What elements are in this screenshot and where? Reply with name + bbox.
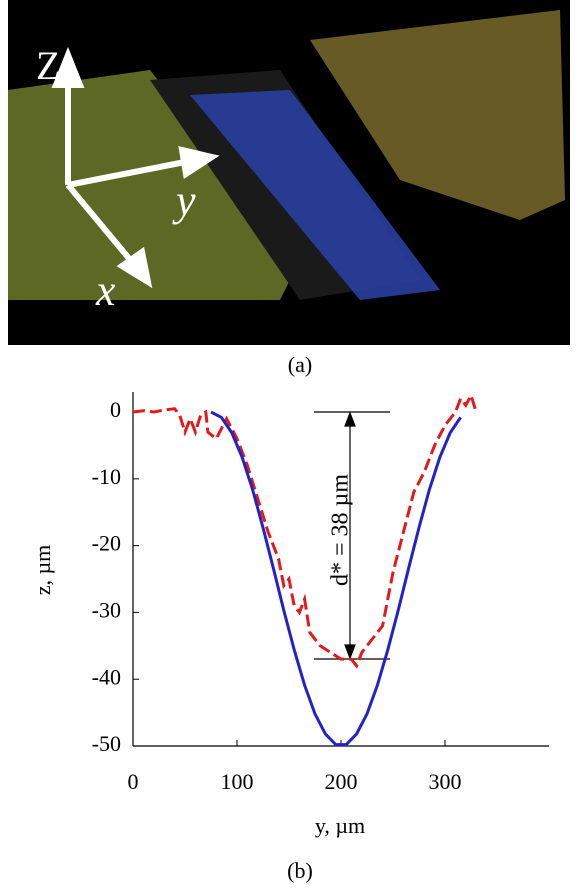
arrow-head: [178, 146, 220, 180]
arrow-head: [51, 46, 85, 88]
arrow-x: [65, 183, 135, 264]
series-line: [210, 410, 462, 747]
surface-groove: [190, 90, 440, 300]
axis-label-x: x: [95, 266, 116, 315]
y-tick-label: 0: [110, 397, 121, 422]
caption-a: (a): [288, 352, 312, 377]
y-axis-label: z, µm: [30, 545, 55, 596]
arrow-head: [344, 411, 356, 427]
surface-left: [8, 70, 300, 300]
y-tick-label: -40: [92, 664, 121, 689]
surface-right: [310, 10, 565, 220]
arrow-y: [67, 159, 186, 188]
x-tick-label: 200: [325, 769, 358, 794]
y-tick-label: -30: [92, 597, 121, 622]
x-tick-label: 0: [128, 769, 139, 794]
x-tick-label: 300: [429, 769, 462, 794]
axis-label-y: y: [172, 176, 196, 225]
series-line: [132, 391, 478, 669]
axis-label-z: Z: [36, 43, 60, 88]
y-tick-label: -10: [92, 464, 121, 489]
caption-b: (b): [287, 858, 313, 883]
axis-arrows: [51, 46, 220, 289]
arrow-head: [344, 644, 356, 660]
x-tick-label: 100: [221, 769, 254, 794]
arrow-head: [116, 246, 153, 289]
x-axis-label: y, µm: [315, 813, 365, 838]
y-tick-label: -50: [92, 731, 121, 756]
annotation: d* = 38 µm: [328, 474, 354, 586]
y-tick-label: -20: [92, 531, 121, 556]
panel-a-image: Z y x: [8, 0, 570, 345]
